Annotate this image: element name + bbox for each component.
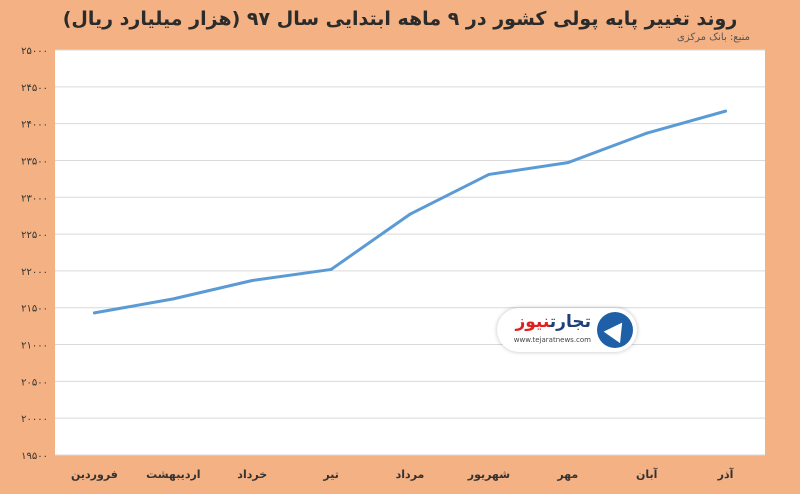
y-tick-label: ۲۰۵۰۰ [21,377,48,388]
data-point [566,161,570,165]
source-label: منبع: بانک مرکزی [677,32,750,43]
watermark-name: تجارتنیوز [515,312,591,332]
watermark-name-part2: نیوز [515,312,550,332]
data-point [408,212,412,216]
y-tick-label: ۲۴۰۰۰ [21,120,48,131]
plot-area [55,50,765,455]
x-tick-label: مرداد [396,468,425,481]
chart-title: روند تغییر پایه پولی کشور در ۹ ماهه ابتد… [62,8,738,30]
x-tick-label: آذر [717,467,734,481]
data-point [250,278,254,282]
tejaratnews-logo-icon [597,312,633,348]
y-tick-label: ۲۵۰۰۰ [21,46,48,57]
data-point [724,109,728,113]
data-point [329,267,333,271]
y-tick-label: ۲۴۵۰۰ [21,83,48,94]
y-tick-label: ۲۲۰۰۰ [21,267,48,278]
y-tick-label: ۲۱۵۰۰ [21,304,48,315]
watermark-url: www.tejaratnews.com [513,336,591,344]
data-point [92,311,96,315]
watermark-badge: تجارتنیوز www.tejaratnews.com [497,308,637,352]
y-tick-label: ۲۳۵۰۰ [21,156,48,167]
x-tick-label: شهریور [467,468,510,481]
x-tick-label: اردیبهشت [146,468,200,481]
data-point [171,297,175,301]
x-tick-label: مهر [556,468,578,481]
data-point [487,172,491,176]
series-line [92,109,728,315]
x-tick-label: خرداد [237,468,267,481]
x-tick-label: آبان [636,467,658,481]
y-tick-label: ۱۹۵۰۰ [21,451,48,462]
x-tick-label: تیر [322,468,338,481]
y-tick-label: ۲۱۰۰۰ [21,341,48,352]
data-point [645,131,649,135]
y-tick-label: ۲۳۰۰۰ [21,193,48,204]
x-tick-label: فروردین [71,468,118,481]
y-tick-label: ۲۰۰۰۰ [21,414,48,425]
y-tick-label: ۲۲۵۰۰ [21,230,48,241]
watermark-name-part1: تجارت [549,312,591,332]
